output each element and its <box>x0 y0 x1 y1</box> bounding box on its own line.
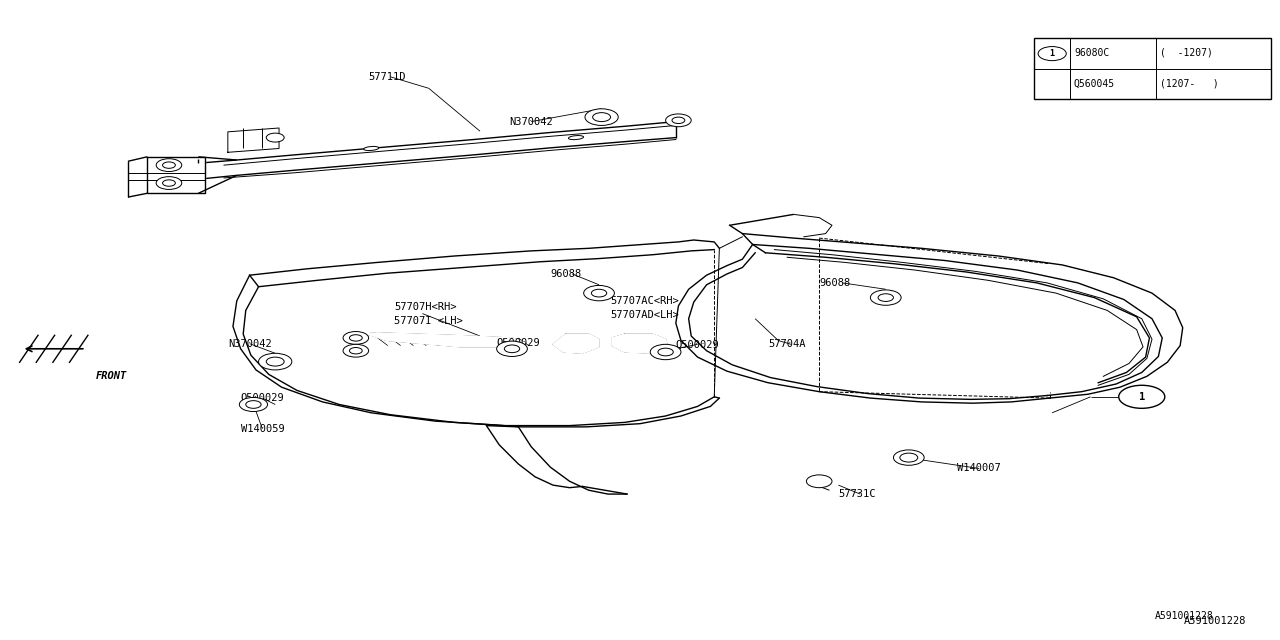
Text: 1: 1 <box>1050 49 1055 58</box>
Text: Q500029: Q500029 <box>497 337 540 348</box>
Circle shape <box>343 332 369 344</box>
Polygon shape <box>147 157 205 193</box>
Circle shape <box>156 159 182 172</box>
Circle shape <box>666 114 691 127</box>
Polygon shape <box>553 334 599 353</box>
Text: 57711D: 57711D <box>369 72 406 82</box>
Text: 57707H<RH>: 57707H<RH> <box>394 302 457 312</box>
Circle shape <box>259 353 292 370</box>
Text: A591001228: A591001228 <box>1155 611 1213 621</box>
Circle shape <box>163 180 175 186</box>
Circle shape <box>163 162 175 168</box>
Text: 57704A: 57704A <box>768 339 805 349</box>
Text: FRONT: FRONT <box>96 371 127 381</box>
Ellipse shape <box>364 147 379 150</box>
Circle shape <box>585 109 618 125</box>
Circle shape <box>593 113 611 122</box>
Text: N370042: N370042 <box>509 116 553 127</box>
Circle shape <box>1119 385 1165 408</box>
Circle shape <box>584 285 614 301</box>
Circle shape <box>239 397 268 412</box>
Circle shape <box>650 344 681 360</box>
Text: 57707I <LH>: 57707I <LH> <box>394 316 463 326</box>
Text: Q500029: Q500029 <box>676 339 719 349</box>
Text: W140059: W140059 <box>241 424 284 434</box>
Circle shape <box>893 450 924 465</box>
Circle shape <box>806 475 832 488</box>
Text: Q560045: Q560045 <box>1074 78 1115 88</box>
Polygon shape <box>612 334 668 353</box>
Circle shape <box>349 335 362 341</box>
Text: Q500029: Q500029 <box>241 393 284 403</box>
Circle shape <box>672 117 685 124</box>
Circle shape <box>156 177 182 189</box>
Text: 57707AC<RH>: 57707AC<RH> <box>611 296 680 306</box>
Text: 96088: 96088 <box>550 269 581 279</box>
Text: 57731C: 57731C <box>838 489 876 499</box>
Circle shape <box>343 344 369 357</box>
Circle shape <box>870 290 901 305</box>
Circle shape <box>349 348 362 354</box>
Text: 57707AD<LH>: 57707AD<LH> <box>611 310 680 320</box>
Circle shape <box>878 294 893 301</box>
Circle shape <box>266 357 284 366</box>
Circle shape <box>900 453 918 462</box>
Circle shape <box>504 345 520 353</box>
Text: 1: 1 <box>1139 392 1144 402</box>
Polygon shape <box>361 333 525 347</box>
Text: 96080C: 96080C <box>1074 48 1110 58</box>
Circle shape <box>246 401 261 408</box>
Circle shape <box>497 341 527 356</box>
Text: (1207-   ): (1207- ) <box>1160 78 1219 88</box>
Circle shape <box>658 348 673 356</box>
Ellipse shape <box>568 136 584 140</box>
Circle shape <box>591 289 607 297</box>
Text: (  -1207): ( -1207) <box>1160 48 1212 58</box>
Text: N370042: N370042 <box>228 339 271 349</box>
Text: 96088: 96088 <box>819 278 850 288</box>
Bar <box>1034 38 1271 99</box>
Text: W140007: W140007 <box>957 463 1001 474</box>
Circle shape <box>1038 47 1066 61</box>
Text: A591001228: A591001228 <box>1184 616 1247 626</box>
Circle shape <box>266 133 284 142</box>
Polygon shape <box>228 128 279 152</box>
